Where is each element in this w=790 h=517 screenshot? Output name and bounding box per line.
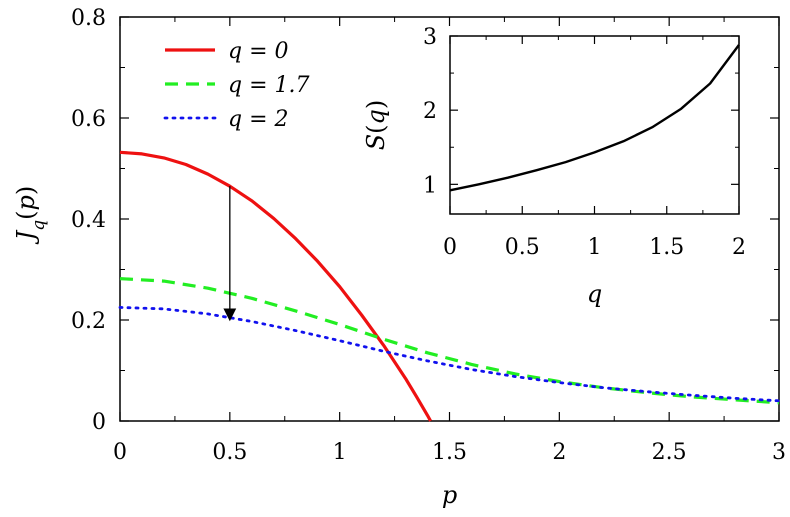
inset-x-tick-label: 1 [588, 235, 602, 260]
inset-x-axis-label: q [587, 280, 602, 308]
inset-y-axis-label: S(q) [362, 100, 390, 151]
inset-x-tick-label: 2 [732, 235, 746, 260]
y-tick-label: 0 [92, 410, 106, 435]
y-tick-label: 0.8 [71, 6, 106, 31]
series-line-2 [118, 305, 781, 403]
x-axis-label: p [442, 481, 457, 509]
x-tick-label: 2.5 [652, 440, 687, 465]
y-tick-label: 0.4 [71, 208, 106, 233]
inset-y-tick-label: 3 [423, 25, 437, 50]
x-tick-label: 0.5 [212, 440, 247, 465]
inset-series-line-0 [449, 44, 740, 192]
inset-x-tick-label: 0 [443, 235, 457, 260]
inset-x-tick-label: 1.5 [649, 235, 684, 260]
series-line-0 [119, 150, 432, 422]
inset-y-tick-label: 1 [423, 173, 437, 198]
series-line-1 [119, 277, 780, 405]
x-tick-label: 1 [333, 440, 347, 465]
inset-y-tick-label: 2 [423, 99, 437, 124]
inset-x-tick-label: 0.5 [505, 235, 540, 260]
legend-label-2: q = 2 [228, 107, 289, 132]
legend-label-1: q = 1.7 [228, 73, 310, 98]
x-tick-label: 0 [113, 440, 127, 465]
x-tick-label: 2 [552, 440, 566, 465]
inset-plot-frame [449, 35, 740, 215]
legend: q = 0 q = 1.7 q = 2 [163, 39, 310, 132]
y-axis-label: Jq(p) [12, 186, 49, 246]
x-tick-label: 3 [772, 440, 786, 465]
inset-plot: 0 0.5 1 1.5 2 1 2 3 q S(q) [362, 25, 746, 308]
y-tick-label: 0.6 [71, 107, 106, 132]
legend-label-0: q = 0 [228, 39, 289, 64]
x-tick-label: 1.5 [432, 440, 467, 465]
y-tick-label: 0.2 [71, 309, 106, 334]
